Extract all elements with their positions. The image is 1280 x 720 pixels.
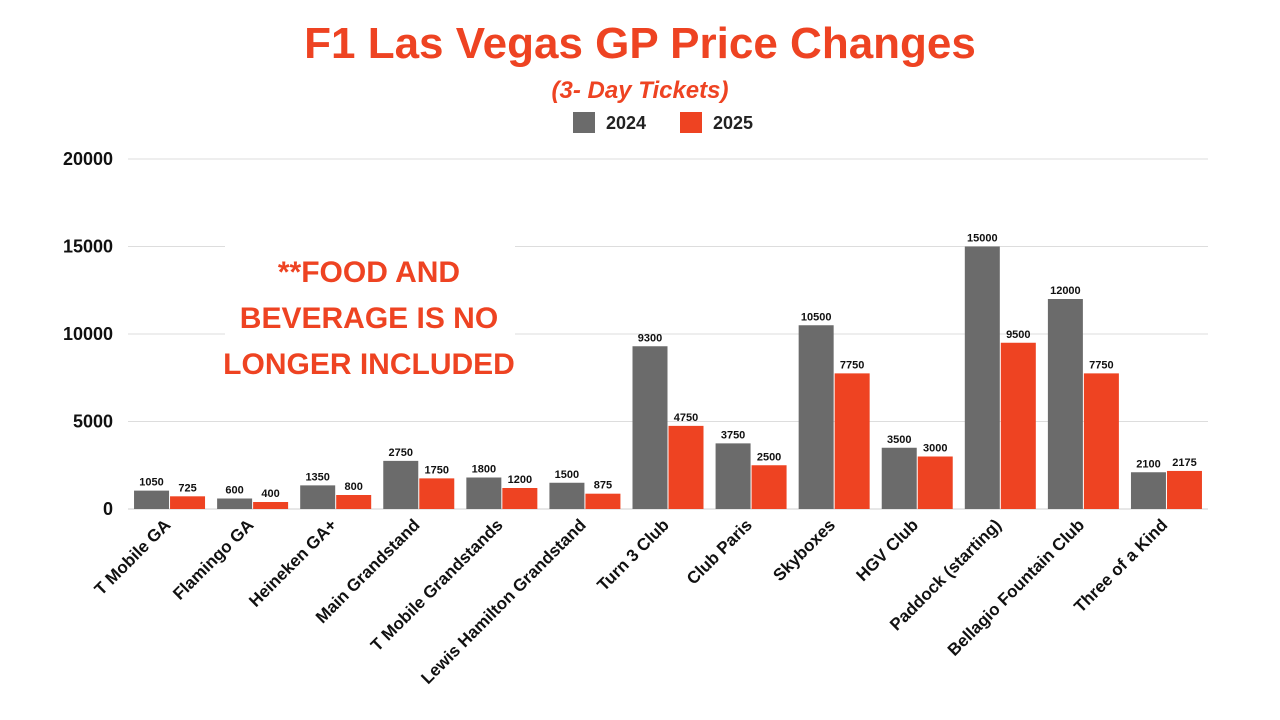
x-tick-label: T Mobile GA [91, 515, 175, 599]
data-label: 1050 [139, 477, 163, 489]
bar-2024 [549, 482, 585, 509]
y-tick-label: 10000 [63, 324, 113, 344]
bar-2024 [715, 443, 751, 509]
y-tick-label: 20000 [63, 149, 113, 169]
data-label: 600 [225, 485, 243, 497]
bar-2025 [1083, 373, 1119, 509]
y-tick-label: 0 [103, 499, 113, 519]
data-label: 3750 [721, 429, 745, 441]
bar-2024 [632, 346, 668, 509]
bar-2024 [217, 498, 253, 509]
legend-swatch [573, 112, 595, 133]
data-label: 800 [345, 481, 363, 493]
bar-2025 [668, 425, 704, 509]
legend-label: 2024 [606, 113, 646, 133]
annotation-line: LONGER INCLUDED [223, 348, 515, 381]
x-tick-label: Flamingo GA [169, 515, 257, 603]
data-label: 400 [261, 488, 279, 500]
chart-subtitle: (3- Day Tickets) [552, 77, 729, 104]
data-label: 2175 [1172, 457, 1196, 469]
annotation: **FOOD AND BEVERAGE IS NO LONGER INCLUDED [223, 246, 515, 383]
bar-2025 [1166, 470, 1202, 509]
data-labels: 1050 725 600 400 1350 800 2750 1750 1800 1200 1500… [139, 233, 1196, 501]
bar-2024 [881, 447, 917, 509]
legend-label: 2025 [713, 113, 753, 133]
data-label: 2500 [757, 451, 781, 463]
x-tick-label: Heineken GA+ [245, 515, 340, 610]
bar-2025 [336, 495, 372, 509]
data-label: 1800 [472, 464, 496, 476]
data-label: 1500 [555, 469, 579, 481]
bar-2024 [964, 246, 1000, 509]
x-tick-label: Club Paris [683, 515, 756, 588]
data-label: 9300 [638, 332, 662, 344]
data-label: 1750 [425, 464, 449, 476]
bar-2025 [917, 456, 953, 509]
bar-2024 [300, 485, 336, 509]
data-label: 9500 [1006, 329, 1030, 341]
x-tick-label: Turn 3 Club [593, 515, 672, 594]
data-label: 3000 [923, 443, 947, 455]
annotation-line: BEVERAGE IS NO [240, 302, 498, 335]
data-label: 15000 [967, 233, 998, 245]
bar-2025 [419, 478, 455, 509]
bar-2025 [253, 502, 289, 509]
bar-2025 [502, 488, 538, 509]
bar-2024 [1130, 472, 1166, 509]
bar-2025 [751, 465, 787, 509]
bar-2025 [1000, 342, 1036, 509]
x-tick-label: Skyboxes [769, 515, 839, 585]
data-label: 12000 [1050, 285, 1081, 297]
data-label: 1200 [508, 474, 532, 486]
y-tick-label: 5000 [73, 412, 113, 432]
bar-2024 [383, 460, 419, 509]
chart-title: F1 Las Vegas GP Price Changes [304, 19, 976, 68]
x-tick-label: HGV Club [853, 515, 923, 585]
x-tick-label: Bellagio Fountain Club [944, 515, 1088, 659]
data-label: 2750 [389, 447, 413, 459]
bar-2024 [134, 490, 170, 509]
data-label: 4750 [674, 412, 698, 424]
data-label: 1350 [305, 471, 329, 483]
annotation-line: **FOOD AND [278, 256, 460, 289]
bar-2024 [466, 477, 502, 509]
y-axis: 0 5000 10000 15000 20000 [63, 149, 113, 519]
data-label: 2100 [1136, 458, 1160, 470]
data-label: 7750 [840, 359, 864, 371]
data-label: 875 [594, 480, 612, 492]
bars [134, 246, 1202, 509]
bar-2025 [585, 493, 621, 509]
data-label: 10500 [801, 311, 832, 323]
y-tick-label: 15000 [63, 237, 113, 257]
bar-2024 [1047, 299, 1083, 509]
annotation-box [225, 246, 515, 383]
data-label: 725 [178, 482, 196, 494]
legend: 2024 2025 [573, 112, 753, 133]
bar-2025 [834, 373, 870, 509]
legend-swatch [680, 112, 702, 133]
data-label: 7750 [1089, 359, 1113, 371]
bar-2025 [170, 496, 206, 509]
x-tick-label: Lewis Hamilton Grandstand [417, 515, 589, 687]
data-label: 3500 [887, 434, 911, 446]
bar-2024 [798, 325, 834, 509]
